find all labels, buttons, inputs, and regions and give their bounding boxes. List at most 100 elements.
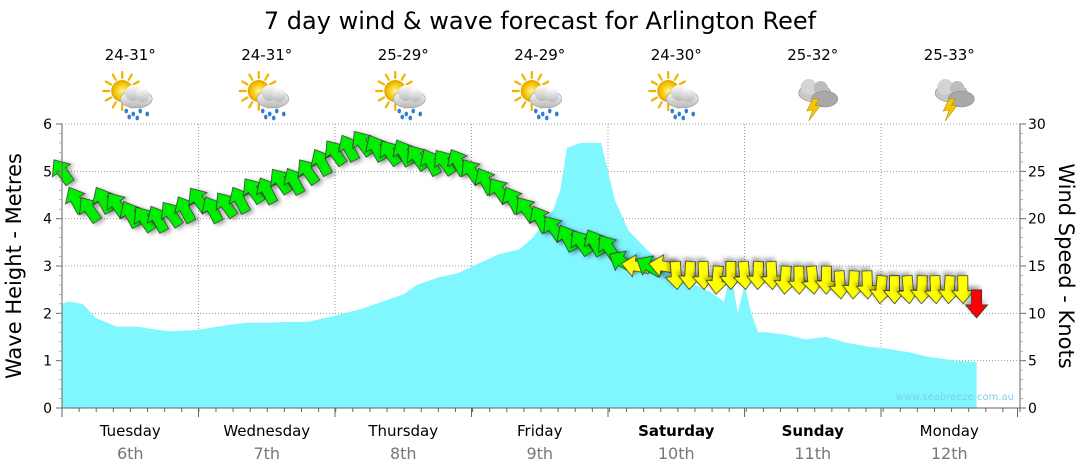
right-tick-label: 25 (1028, 164, 1046, 180)
sun-ray (514, 96, 522, 102)
thunderstorm-icon (934, 79, 975, 122)
sun-ray (377, 96, 386, 102)
rain-drop (263, 114, 268, 120)
day-name: Thursday (367, 422, 438, 440)
partly-cloudy-rain-icon (648, 70, 699, 121)
day-name: Friday (517, 422, 563, 440)
cloud-puff (544, 88, 559, 102)
left-axis-label: Wave Height - Metres (2, 153, 26, 379)
sun-ray (377, 80, 386, 86)
left-tick-label: 0 (43, 401, 52, 417)
wind-arrow-shape (297, 159, 321, 187)
day-date: 9th (526, 444, 553, 463)
right-axis: 0 5 10 15 20 25 30 (1020, 117, 1046, 417)
partly-cloudy-rain-icon (375, 70, 426, 121)
rain-drop (124, 108, 129, 114)
rain-drop (408, 115, 413, 121)
left-tick-label: 2 (43, 306, 52, 322)
sun-ray (132, 80, 140, 86)
sun-ray (241, 96, 249, 102)
rain-drop (544, 115, 549, 121)
partly-cloudy-rain-icon (102, 70, 153, 121)
thunderstorm-icon (798, 79, 839, 122)
right-tick-label: 15 (1028, 259, 1046, 275)
sun-ray (657, 73, 663, 81)
weather-row: 24-31° 24-31° 25-29° 24-29° 24-30° 25-32° 25-3… (102, 46, 975, 122)
rain-drop (533, 108, 538, 114)
sun-ray (650, 80, 659, 86)
lightning-bolt (942, 98, 958, 122)
sun-ray (521, 73, 527, 81)
day-temperature: 24-30° (651, 46, 702, 64)
sun-ray (104, 96, 113, 102)
rain-drop (145, 111, 150, 117)
rain-drop (131, 111, 136, 117)
rain-drop (135, 115, 140, 121)
wind-arrows (51, 130, 989, 319)
right-tick-label: 20 (1028, 212, 1046, 228)
rain-drop (404, 111, 409, 117)
sun-ray (657, 101, 663, 109)
sun-ray (400, 73, 406, 81)
wind-arrow (51, 159, 75, 187)
rain-drop (684, 108, 689, 114)
left-tick-label: 1 (43, 354, 52, 370)
rain-drop (536, 114, 541, 120)
cloud-puff (135, 88, 150, 102)
sun-ray (521, 101, 527, 109)
right-tick-label: 10 (1028, 306, 1046, 322)
wind-arrow-shape (964, 289, 989, 319)
storm-cloud-back (811, 90, 839, 108)
sun-ray (264, 73, 270, 81)
left-tick-label: 5 (43, 164, 52, 180)
storm-cloud-back (947, 90, 975, 108)
rain-drop (260, 108, 265, 114)
day-name: Saturday (638, 422, 715, 440)
wind-arrow (79, 197, 102, 225)
sun-ray (268, 80, 277, 86)
day-name: Sunday (782, 422, 845, 440)
rain-drop (681, 115, 686, 121)
sun-ray (127, 73, 133, 81)
sun-ray (405, 80, 413, 86)
left-tick-label: 4 (43, 212, 52, 228)
left-tick-label: 3 (43, 259, 52, 275)
minor-ticks (61, 408, 1021, 417)
right-axis-label: Wind Speed - Knots (1054, 163, 1078, 368)
day-date: 6th (117, 444, 144, 463)
sun-ray (541, 80, 550, 86)
wind-arrow-shape (51, 159, 75, 187)
rain-drop (691, 111, 696, 117)
sun-ray (104, 80, 113, 86)
cloud-puff (408, 88, 423, 102)
sun-ray (248, 101, 254, 109)
partly-cloudy-rain-icon (238, 70, 290, 121)
plot-area: www.seabreeze.com.au (51, 123, 1021, 417)
sun-ray (650, 96, 659, 102)
left-tick-label: 6 (43, 117, 52, 133)
day-date: 11th (794, 444, 831, 463)
rain-drop (677, 111, 682, 117)
day-temperature: 24-31° (105, 46, 156, 64)
storm-cloud-puff (800, 79, 817, 95)
sun-ray (241, 80, 249, 86)
wind-arrow (297, 159, 321, 187)
rain-drop (547, 108, 552, 114)
day-date: 8th (390, 444, 417, 463)
sun-ray (111, 101, 117, 109)
day-date: 7th (253, 444, 280, 463)
rain-drop (418, 111, 423, 117)
chart-title: 7 day wind & wave forecast for Arlington… (264, 7, 817, 35)
day-temperature: 25-32° (787, 46, 838, 64)
day-temperature: 25-29° (378, 46, 429, 64)
sun-ray (248, 73, 254, 81)
partly-cloudy-rain-icon (511, 70, 563, 121)
day-labels: Tuesday 6th Wednesday 7th Thursday 8th Friday 9… (99, 422, 979, 463)
credit-text: www.seabreeze.com.au (896, 392, 1014, 403)
rain-drop (138, 108, 143, 114)
wind-arrow-shape (79, 197, 102, 225)
rain-drop (670, 108, 675, 114)
rain-drop (540, 111, 545, 117)
sun-ray (537, 73, 543, 81)
